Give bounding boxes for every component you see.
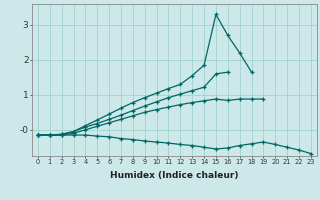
X-axis label: Humidex (Indice chaleur): Humidex (Indice chaleur) — [110, 171, 239, 180]
